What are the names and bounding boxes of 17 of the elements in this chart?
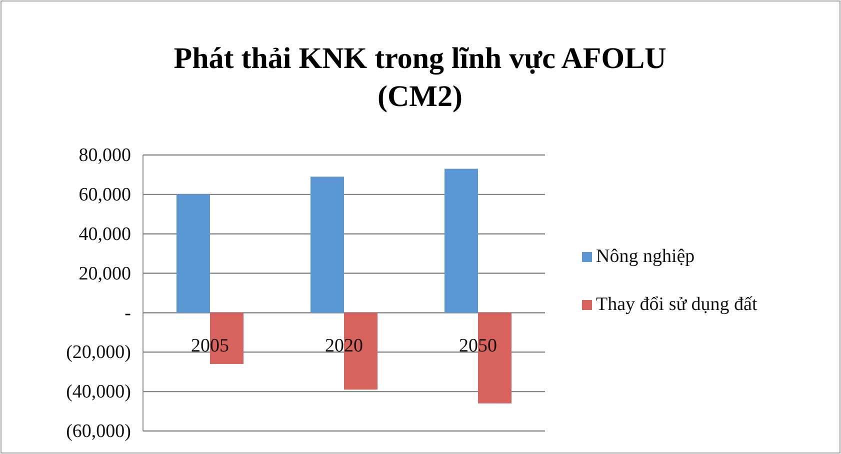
y-tick-label: - — [124, 302, 131, 324]
y-tick-label: (60,000) — [66, 421, 131, 442]
x-tick-label: 2005 — [191, 336, 229, 357]
y-tick-label: (20,000) — [66, 342, 131, 364]
x-tick-label: 2020 — [325, 336, 363, 357]
y-tick-label: 60,000 — [78, 184, 131, 206]
bar — [444, 168, 478, 313]
y-tick-label: (40,000) — [66, 382, 131, 403]
x-tick-label: 2050 — [459, 336, 497, 357]
legend-label: Thay đổi sử dụng đất — [596, 294, 758, 315]
y-tick-label: 80,000 — [78, 145, 131, 166]
legend-label: Nông nghiệp — [596, 246, 695, 267]
chart-title: Phát thải KNK trong lĩnh vực AFOLU (CM2) — [174, 42, 666, 113]
bar — [310, 176, 344, 313]
y-tick-label: 40,000 — [78, 224, 131, 245]
y-tick-label: 20,000 — [78, 263, 131, 284]
bar — [176, 194, 210, 313]
